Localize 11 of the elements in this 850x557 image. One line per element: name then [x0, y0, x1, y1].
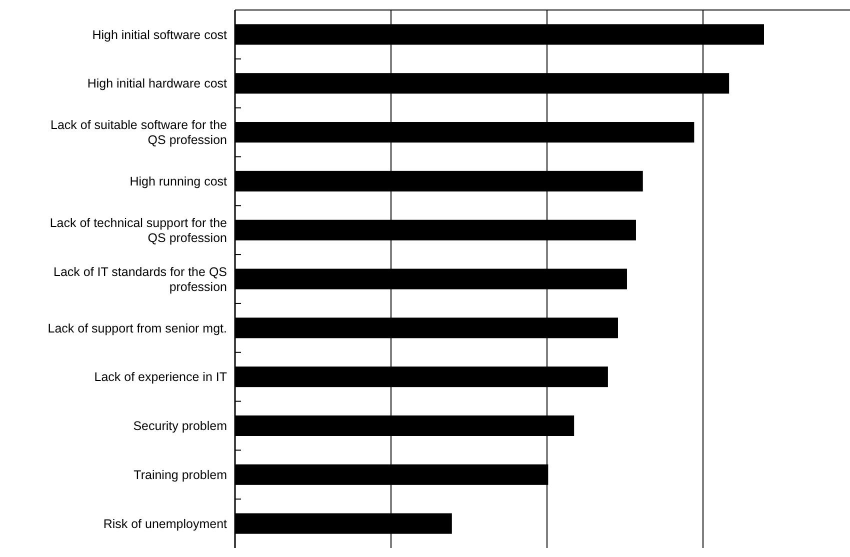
y-tick-label: Lack of IT standards for the QS profession: [54, 264, 228, 294]
y-tick-label: Lack of experience in IT: [94, 370, 228, 384]
y-tick-label: Lack of support from senior mgt.: [48, 321, 227, 336]
y-tick-label: High initial software cost: [92, 28, 228, 42]
y-tick-label: Risk of unemployment: [103, 516, 228, 531]
y-tick-label: Lack of suitable software for the QS profession: [50, 118, 228, 148]
y-tick-label: High initial hardware cost: [87, 76, 228, 91]
y-tick-label: High running cost: [130, 174, 228, 189]
y-tick-label: Training problem: [134, 468, 227, 482]
y-tick-label: Lack of technical support for the QS profession: [50, 216, 228, 245]
y-tick-label: Security problem: [133, 419, 227, 434]
